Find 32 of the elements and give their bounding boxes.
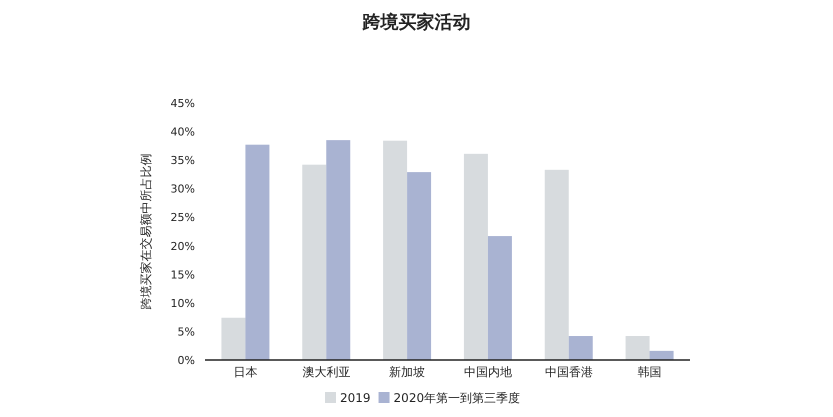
- x-tick-label: 中国内地: [464, 365, 512, 379]
- chart-title: 跨境买家活动: [362, 12, 470, 33]
- bar: [568, 336, 593, 360]
- y-tick-label: 0%: [178, 354, 195, 367]
- bar: [407, 172, 432, 360]
- y-tick-label: 15%: [170, 268, 195, 282]
- x-tick-label: 新加坡: [389, 365, 426, 379]
- y-axis-title: 跨境买家在交易额中所占比例: [139, 154, 153, 310]
- y-tick-label: 10%: [170, 296, 195, 310]
- bar: [544, 170, 569, 360]
- y-tick-label: 25%: [170, 211, 195, 224]
- legend-label: 2019: [340, 391, 371, 405]
- x-tick-label: 韩国: [638, 365, 662, 379]
- bar: [626, 336, 650, 360]
- y-tick-label: 45%: [170, 97, 195, 110]
- y-tick-label: 30%: [170, 182, 195, 196]
- bar: [245, 144, 270, 360]
- bar: [302, 164, 326, 360]
- bar: [383, 140, 408, 360]
- bar: [464, 154, 488, 360]
- bar: [326, 140, 350, 360]
- x-tick-label: 日本: [233, 365, 258, 379]
- y-tick-label: 5%: [178, 325, 195, 338]
- bar: [221, 318, 246, 360]
- x-tick-label: 澳大利亚: [302, 365, 350, 379]
- y-tick-label: 35%: [170, 154, 195, 168]
- y-tick-label: 20%: [170, 240, 195, 253]
- y-tick-label: 40%: [170, 126, 195, 139]
- x-tick-label: 中国香港: [544, 365, 593, 379]
- bar: [650, 350, 674, 360]
- legend-label: 2020年第一到第三季度: [394, 391, 520, 405]
- bar: [488, 236, 512, 360]
